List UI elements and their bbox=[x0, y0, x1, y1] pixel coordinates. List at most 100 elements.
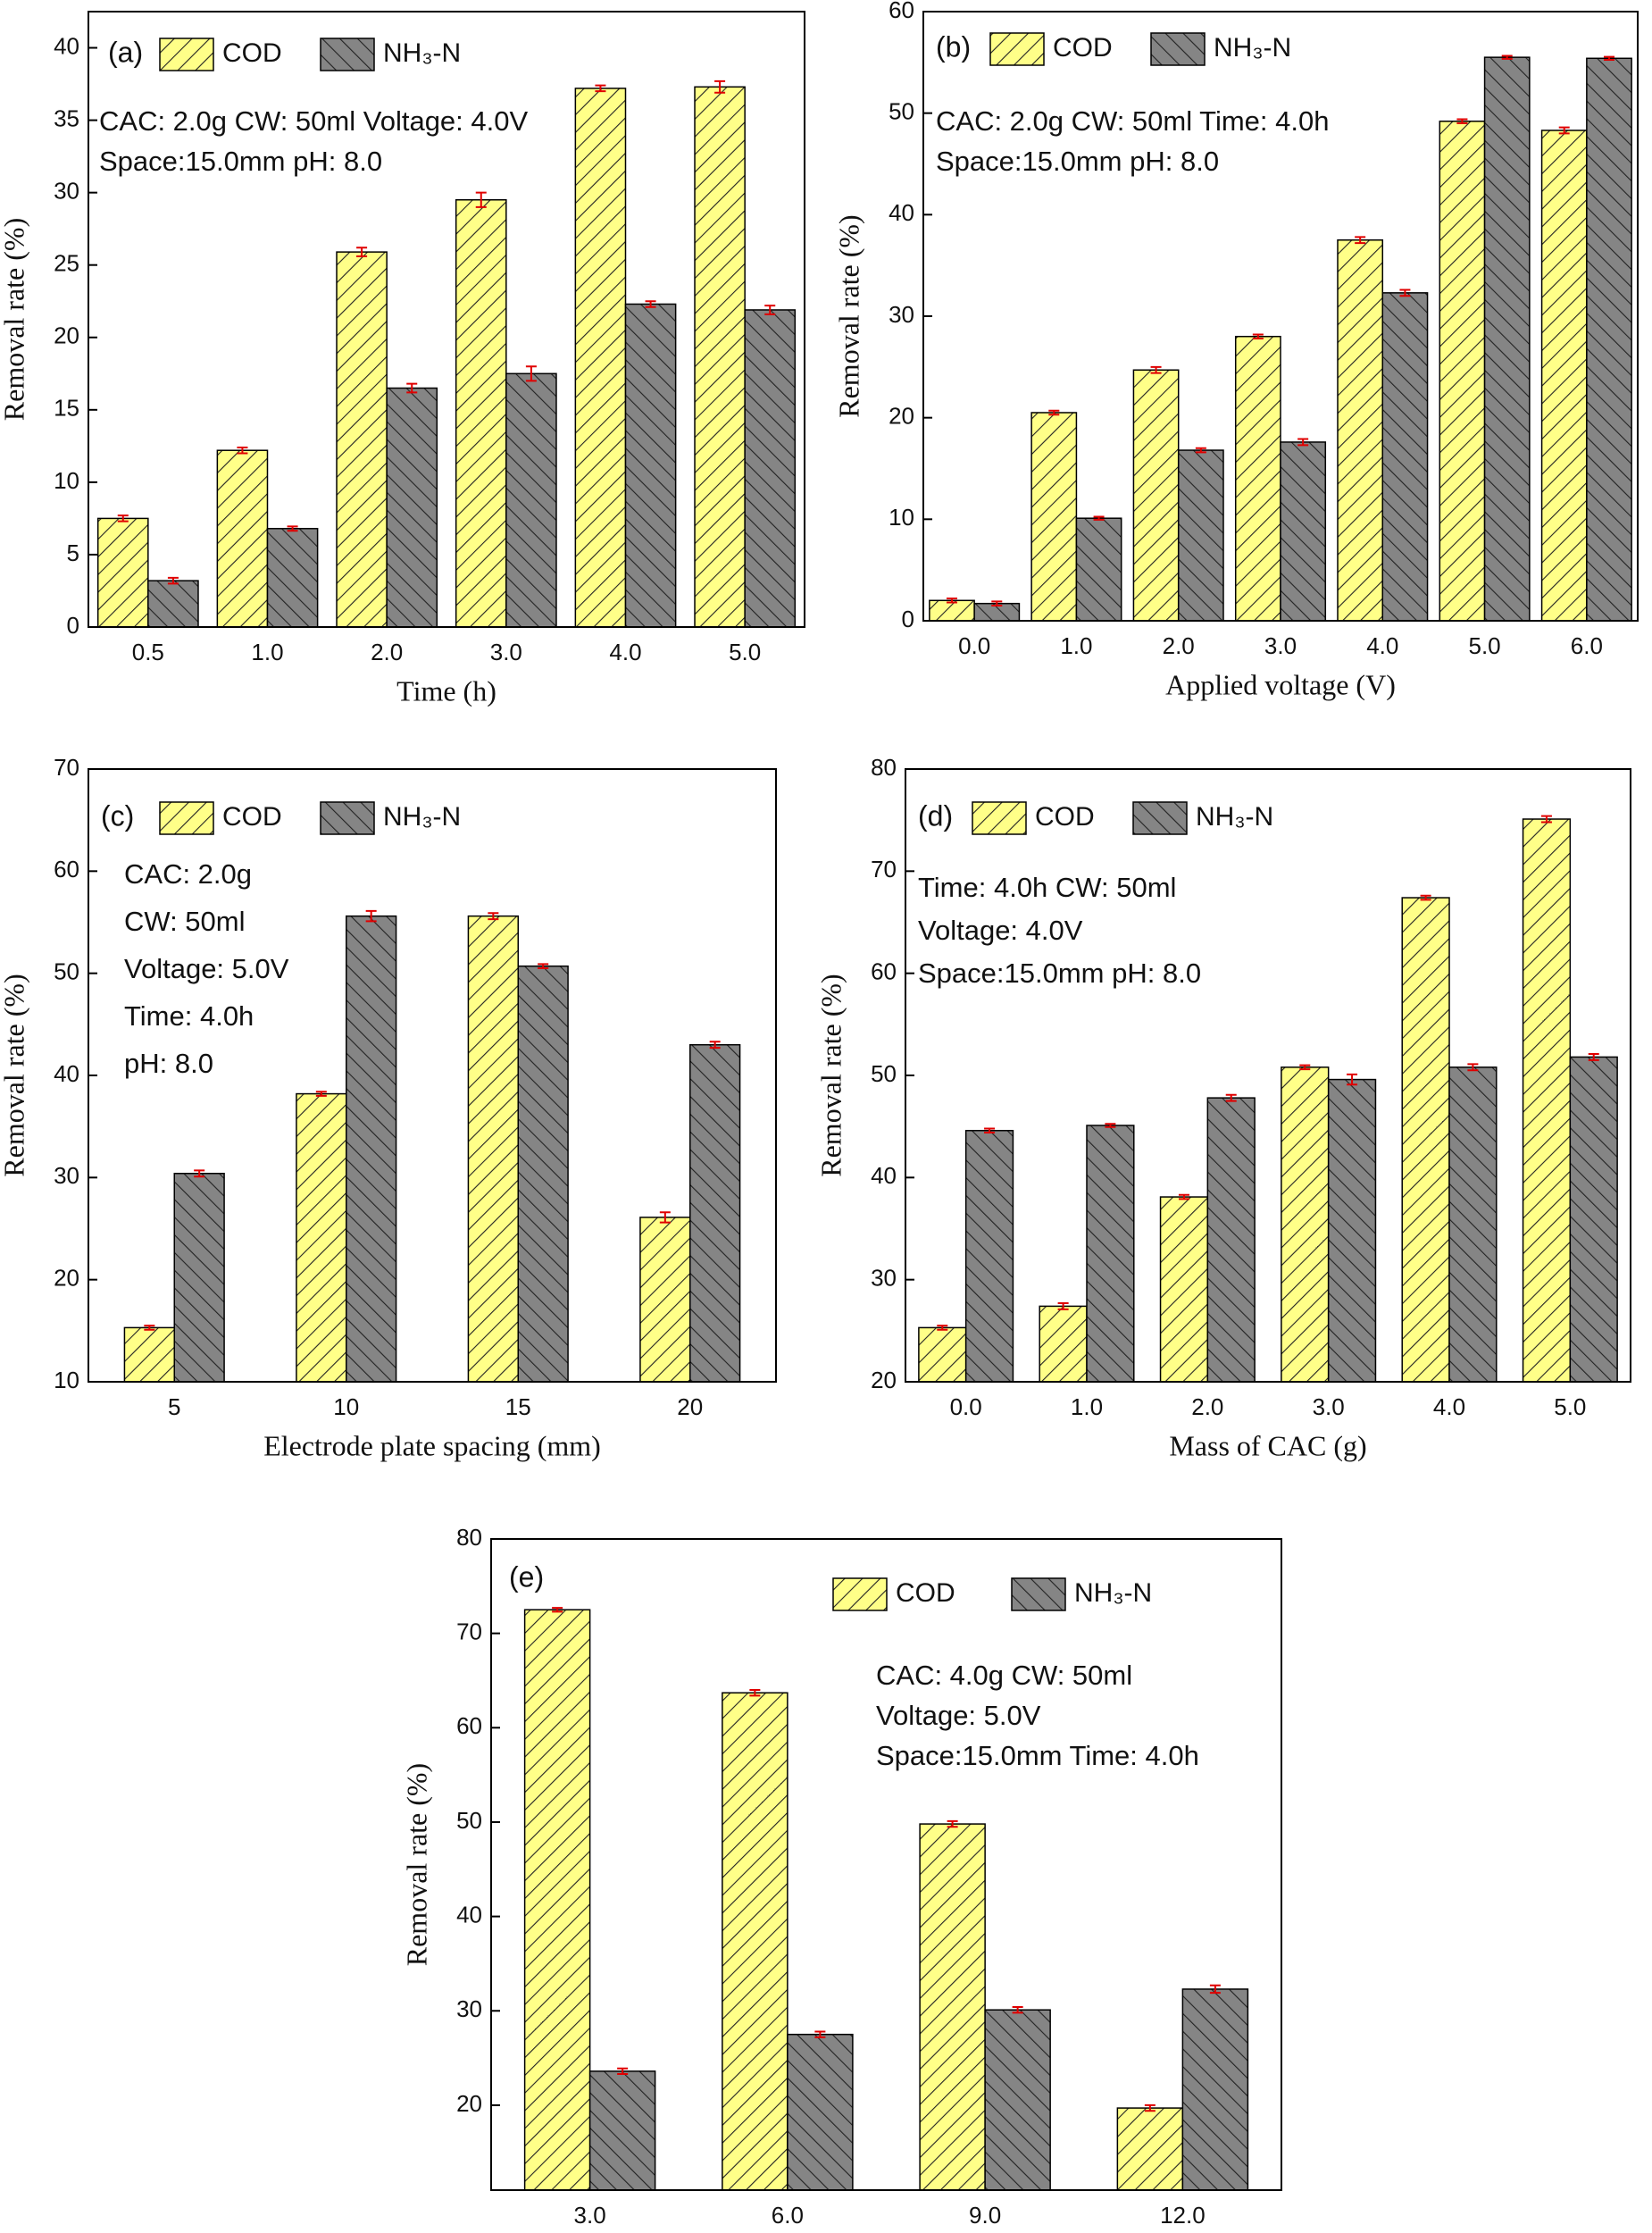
x-tick-label: 1.0 bbox=[251, 639, 283, 665]
legend-label: COD bbox=[1053, 33, 1113, 63]
error-bar bbox=[1588, 1052, 1599, 1061]
bar bbox=[1483, 56, 1531, 622]
y-tick-label: 35 bbox=[54, 105, 79, 131]
legend-label: COD bbox=[1035, 802, 1095, 832]
x-tick-label: 3.0 bbox=[490, 639, 522, 665]
error-bar bbox=[814, 2030, 826, 2038]
legend-swatch bbox=[1132, 801, 1188, 835]
y-tick-label: 30 bbox=[889, 301, 914, 328]
bar bbox=[1280, 441, 1327, 622]
legend-label: COD bbox=[222, 802, 282, 832]
legend-swatch bbox=[159, 801, 214, 835]
bar bbox=[1586, 57, 1632, 622]
x-tick-label: 5 bbox=[168, 1393, 180, 1420]
y-tick-label: 50 bbox=[54, 958, 79, 985]
bar bbox=[984, 2009, 1051, 2191]
bar bbox=[1522, 818, 1572, 1383]
bar bbox=[624, 303, 677, 628]
error-bar bbox=[1150, 365, 1162, 374]
y-tick-label: 30 bbox=[54, 1162, 79, 1189]
error-bar bbox=[984, 1127, 996, 1134]
y-tick-label: 10 bbox=[889, 504, 914, 531]
y-tick-label: 10 bbox=[54, 1367, 79, 1393]
x-tick-label: 3.0 bbox=[574, 2202, 606, 2229]
bar bbox=[919, 1823, 986, 2191]
y-tick-label: 20 bbox=[456, 2090, 482, 2117]
legend-label: NH₃-N bbox=[383, 38, 461, 68]
error-bar bbox=[1225, 1093, 1237, 1102]
bar bbox=[455, 199, 507, 628]
bar bbox=[266, 528, 319, 628]
y-axis-label: Removal rate (%) bbox=[0, 218, 29, 421]
error-bar bbox=[659, 1211, 671, 1224]
y-tick-label: 15 bbox=[54, 395, 79, 422]
error-bar bbox=[406, 382, 418, 394]
bar bbox=[1039, 1305, 1088, 1383]
error-bar bbox=[144, 1325, 155, 1331]
bar bbox=[1132, 369, 1180, 622]
legend-swatch bbox=[972, 801, 1027, 835]
bar bbox=[1439, 121, 1486, 622]
annotation: Time: 4.0h CW: 50ml bbox=[918, 872, 1176, 903]
bar bbox=[517, 965, 569, 1383]
error-bar bbox=[749, 1689, 761, 1697]
error-bar bbox=[937, 1325, 948, 1331]
error-bar bbox=[194, 1169, 205, 1178]
error-bar bbox=[475, 191, 487, 208]
error-bar bbox=[287, 525, 298, 532]
error-bar bbox=[1012, 2006, 1023, 2014]
x-tick-label: 3.0 bbox=[1313, 1393, 1345, 1420]
x-tick-label: 2.0 bbox=[1191, 1393, 1223, 1420]
y-tick-label: 0 bbox=[902, 606, 914, 632]
legend-swatch bbox=[1150, 32, 1206, 66]
error-bar bbox=[356, 247, 368, 257]
bar bbox=[722, 1692, 788, 2191]
x-tick-label: 12.0 bbox=[1160, 2202, 1206, 2229]
y-tick-label: 60 bbox=[889, 0, 914, 23]
x-tick-label: 4.0 bbox=[609, 639, 641, 665]
y-tick-label: 60 bbox=[871, 958, 897, 985]
bar bbox=[1381, 292, 1429, 622]
annotation: Time: 4.0h bbox=[124, 1000, 254, 1032]
y-tick-label: 0 bbox=[67, 612, 79, 639]
y-tick-label: 40 bbox=[54, 1060, 79, 1087]
bar bbox=[123, 1326, 176, 1383]
bar bbox=[964, 1129, 1014, 1383]
y-tick-label: 25 bbox=[54, 250, 79, 277]
y-tick-label: 40 bbox=[54, 32, 79, 59]
y-tick-label: 20 bbox=[871, 1367, 897, 1393]
x-tick-label: 10 bbox=[333, 1393, 359, 1420]
panel-label: (d) bbox=[918, 799, 953, 832]
bar bbox=[1448, 1066, 1498, 1383]
bar bbox=[1281, 1066, 1330, 1383]
plot-frame bbox=[490, 1538, 1282, 2191]
annotation: pH: 8.0 bbox=[124, 1048, 213, 1079]
x-tick-label: 6.0 bbox=[772, 2202, 804, 2229]
panel-label: (c) bbox=[101, 799, 134, 832]
bar bbox=[1030, 412, 1078, 622]
y-tick-label: 50 bbox=[456, 1807, 482, 1834]
annotation: Space:15.0mm pH: 8.0 bbox=[936, 146, 1219, 177]
bar bbox=[1401, 897, 1450, 1383]
y-tick-label: 30 bbox=[871, 1265, 897, 1292]
x-tick-label: 20 bbox=[677, 1393, 703, 1420]
y-axis-label: Removal rate (%) bbox=[814, 974, 847, 1176]
error-bar bbox=[237, 446, 248, 455]
legend-label: NH₃-N bbox=[1196, 802, 1273, 832]
error-bar bbox=[1399, 289, 1411, 297]
bar bbox=[744, 309, 797, 628]
bar bbox=[523, 1609, 591, 2191]
bar bbox=[1116, 2107, 1184, 2191]
error-bar bbox=[645, 300, 656, 308]
y-tick-label: 80 bbox=[456, 1524, 482, 1551]
plot-frame bbox=[88, 768, 777, 1383]
x-tick-label: 9.0 bbox=[969, 2202, 1001, 2229]
legend-swatch bbox=[832, 1577, 888, 1611]
y-tick-label: 40 bbox=[871, 1162, 897, 1189]
y-tick-label: 40 bbox=[889, 199, 914, 226]
annotation: Space:15.0mm Time: 4.0h bbox=[876, 1740, 1199, 1771]
x-tick-label: 5.0 bbox=[729, 639, 761, 665]
bar bbox=[467, 915, 519, 1383]
error-bar bbox=[1420, 894, 1431, 901]
y-tick-label: 70 bbox=[456, 1618, 482, 1645]
